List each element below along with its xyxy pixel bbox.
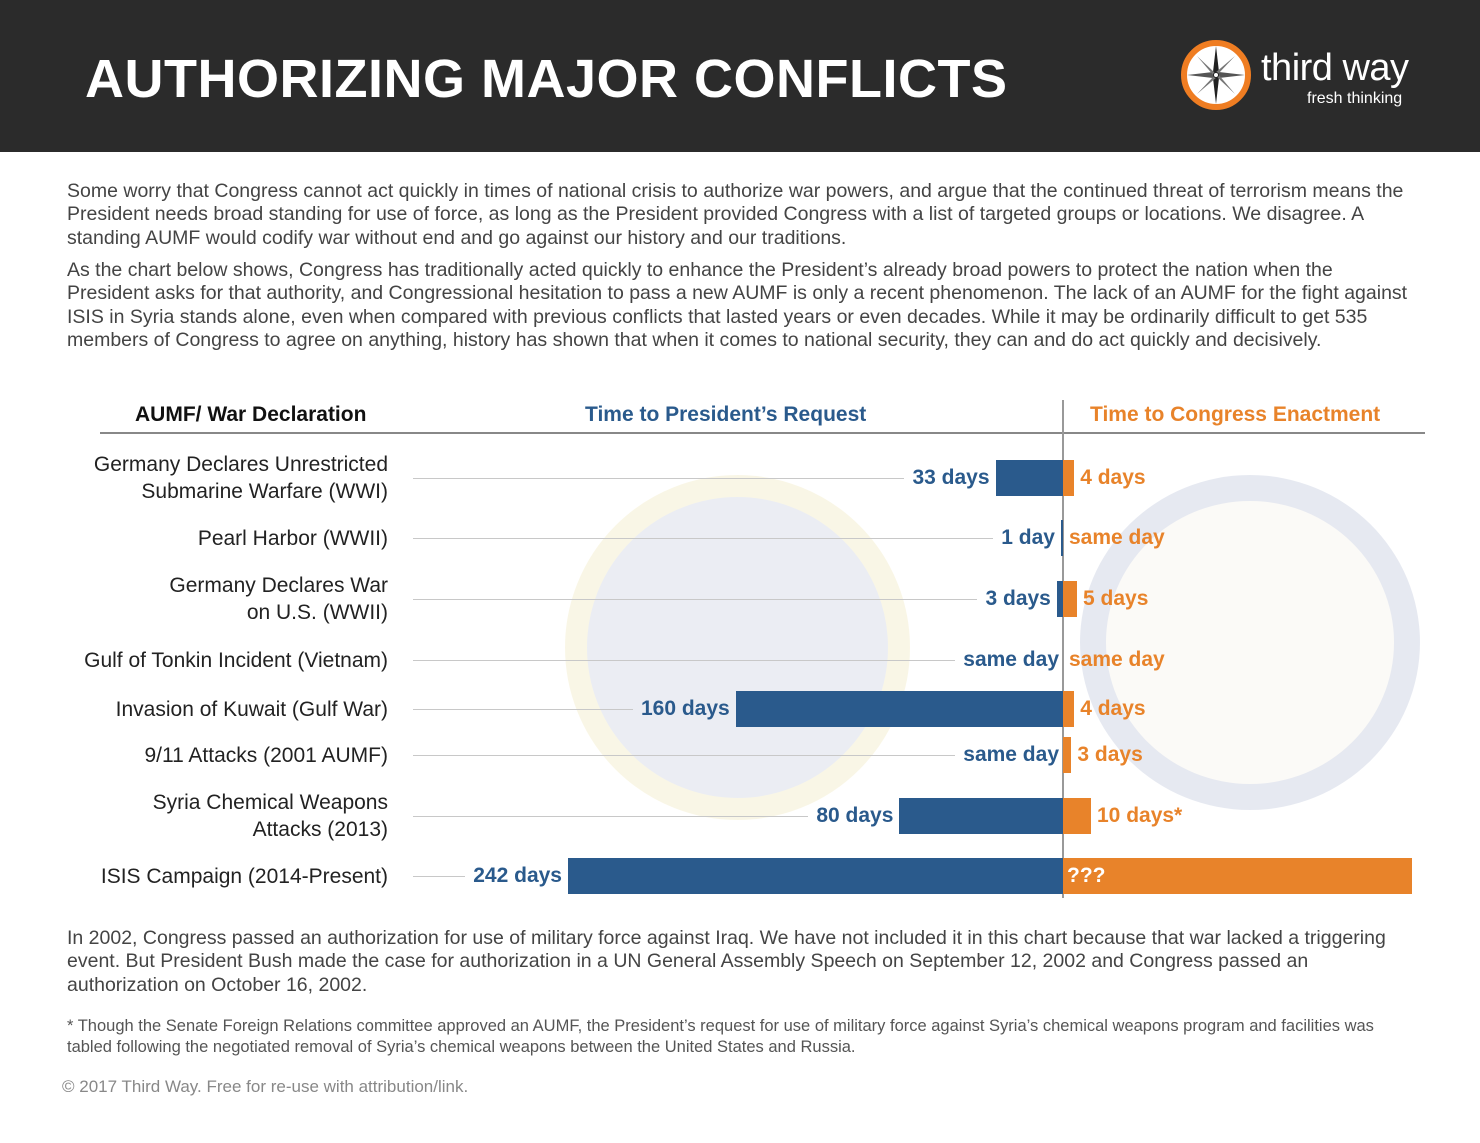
president-bar [735, 691, 1063, 727]
president-bar [899, 798, 1063, 834]
row-label-line: ISIS Campaign (2014-Present) [100, 864, 388, 888]
president-value-label: same day [963, 743, 1059, 766]
logo-tagline: fresh thinking [1307, 90, 1403, 107]
row-label-line: on U.S. (WWII) [246, 601, 388, 624]
row-label: Pearl Harbor (WWII) [198, 525, 388, 552]
president-bar [1056, 581, 1063, 617]
leader-line [413, 660, 956, 661]
president-bar [995, 460, 1063, 496]
president-value-label: 242 days [473, 864, 562, 887]
logo-wordmark: third way [1261, 47, 1409, 89]
row-label-line: 9/11 Attacks (2001 AUMF) [144, 743, 388, 767]
column-header-label: AUMF/ War Declaration [135, 403, 367, 426]
row-label: ISIS Campaign (2014-Present) [101, 863, 388, 890]
president-value-label: 80 days [816, 804, 894, 827]
congress-value-label: 10 days* [1097, 804, 1183, 827]
iraq-note: In 2002, Congress passed an authorizatio… [67, 927, 1386, 996]
footnote: * Though the Senate Foreign Relations co… [67, 1017, 1374, 1056]
president-bar [1060, 520, 1063, 556]
president-value-label: same day [963, 648, 1059, 671]
presidential-seal-watermark [565, 475, 910, 820]
congress-value-label: 5 days [1083, 587, 1149, 610]
row-label: Germany Declares Unrestricted Submarine W… [94, 451, 388, 505]
row-label: Invasion of Kuwait (Gulf War) [116, 696, 388, 723]
row-label: Syria Chemical Weapons Attacks (2013) [153, 789, 388, 843]
congress-bar [1063, 581, 1077, 617]
column-header-congress: Time to Congress Enactment [1090, 403, 1381, 426]
congress-value-label: 4 days [1080, 466, 1146, 489]
header-rule [100, 432, 1425, 434]
congress-value-label: 4 days [1080, 697, 1146, 720]
president-value-label: 33 days [912, 466, 990, 489]
congress-bar [1063, 691, 1075, 727]
copyright: © 2017 Third Way. Free for re-use with a… [62, 1077, 469, 1096]
row-label-line: Attacks (2013) [252, 818, 388, 841]
row-label-line: Submarine Warfare (WWI) [141, 480, 388, 503]
congress-value-label: 3 days [1077, 743, 1143, 766]
leader-line [413, 599, 978, 600]
row-label-line: Germany Declares War [169, 574, 388, 597]
intro-paragraph-1: Some worry that Congress cannot act quic… [67, 180, 1404, 249]
row-label-line: Gulf of Tonkin Incident (Vietnam) [84, 648, 388, 672]
congress-bar [1063, 737, 1072, 773]
third-way-logo: third way fresh thinking [1181, 40, 1441, 112]
row-label-line: Syria Chemical Weapons [152, 791, 388, 814]
intro-paragraph-2: As the chart below shows, Congress has t… [67, 259, 1408, 351]
president-value-label: 160 days [640, 697, 730, 720]
congress-bar [1063, 858, 1412, 894]
row-label-line: Invasion of Kuwait (Gulf War) [115, 697, 388, 721]
president-value-label: 1 day [1001, 526, 1055, 549]
compass-icon [1181, 40, 1251, 110]
president-value-label: 3 days [985, 587, 1051, 610]
congress-value-label: same day [1069, 526, 1165, 549]
leader-line [413, 709, 633, 710]
row-label: Gulf of Tonkin Incident (Vietnam) [84, 647, 388, 674]
column-header-president: Time to President’s Request [585, 403, 867, 426]
leader-line [413, 538, 994, 539]
leader-line [413, 816, 809, 817]
congress-bar [1063, 460, 1075, 496]
page-title: AUTHORIZING MAJOR CONFLICTS [85, 49, 1008, 109]
leader-line [413, 876, 466, 877]
row-label-line: Pearl Harbor (WWII) [197, 526, 388, 550]
header-bar: AUTHORIZING MAJOR CONFLICTS third way fr… [0, 0, 1480, 152]
congress-bar [1063, 798, 1091, 834]
congress-value-label: ??? [1067, 864, 1106, 887]
row-label-line: Germany Declares Unrestricted [93, 453, 388, 476]
row-label: Germany Declares War on U.S. (WWII) [169, 572, 388, 626]
congress-value-label: same day [1069, 648, 1165, 671]
center-axis [1062, 400, 1064, 898]
leader-line [413, 478, 905, 479]
leader-line [413, 755, 956, 756]
president-bar [568, 858, 1063, 894]
row-label: 9/11 Attacks (2001 AUMF) [144, 742, 388, 769]
